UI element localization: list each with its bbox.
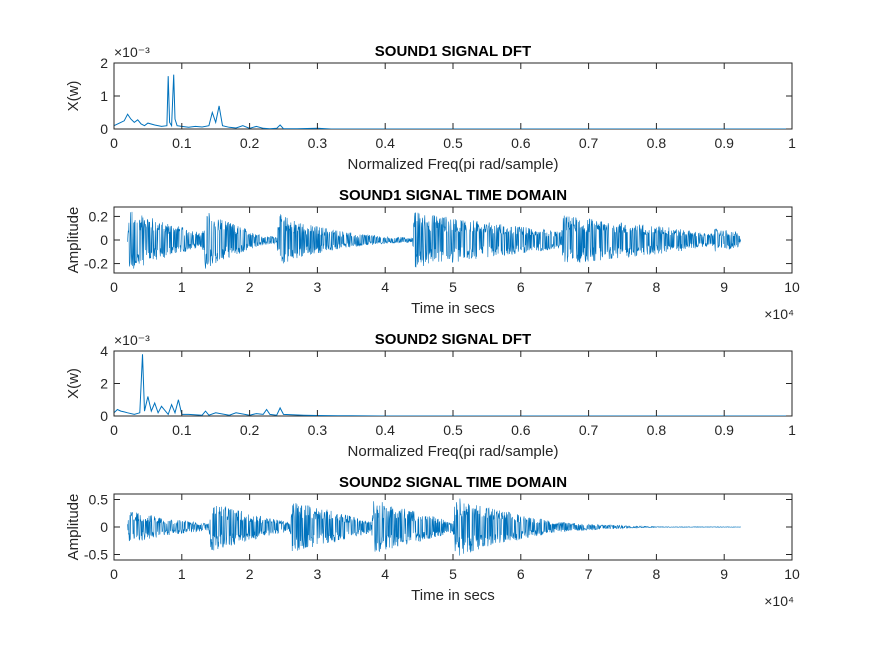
x-tick-label: 0.1 — [172, 135, 192, 151]
x-tick-label: 0 — [110, 135, 118, 151]
x-tick-label: 0.9 — [714, 135, 734, 151]
x-exponent-label: ×10⁴ — [764, 593, 794, 609]
chart-title: SOUND1 SIGNAL TIME DOMAIN — [339, 187, 567, 204]
x-tick-label: 4 — [381, 279, 389, 295]
y-tick-label: 0 — [100, 408, 108, 424]
y-axis-label: Amplitude — [65, 207, 82, 274]
x-tick-label: 0.4 — [375, 422, 395, 438]
x-tick-label: 7 — [585, 279, 593, 295]
data-line — [114, 74, 792, 129]
data-line — [114, 354, 792, 416]
x-tick-label: 1 — [788, 422, 796, 438]
y-tick-label: 0 — [100, 519, 108, 535]
y-tick-label: 4 — [100, 343, 108, 359]
x-axis-label: Normalized Freq(pi rad/sample) — [348, 156, 559, 173]
y-axis-label: X(w) — [65, 81, 82, 112]
x-tick-label: 0.3 — [308, 135, 328, 151]
x-tick-label: 8 — [653, 566, 661, 582]
y-exponent-label: ×10⁻³ — [114, 332, 150, 348]
x-tick-label: 0.8 — [647, 135, 667, 151]
x-tick-label: 5 — [449, 566, 457, 582]
axes-box — [113, 350, 793, 417]
x-exponent-label: ×10⁴ — [764, 306, 794, 322]
x-tick-label: 10 — [784, 279, 800, 295]
x-tick-label: 1 — [178, 566, 186, 582]
x-tick-label: 0.7 — [579, 422, 599, 438]
x-axis-label: Normalized Freq(pi rad/sample) — [348, 443, 559, 460]
x-tick-label: 0.1 — [172, 422, 192, 438]
subplot-1: 0 0.1 0.2 0.3 0.4 0.5 0.6 0.7 0.8 0.9 1 0 1 2 SOUND1 S… — [65, 43, 796, 173]
y-axis-label: X(w) — [65, 368, 82, 399]
x-tick-label: 6 — [517, 279, 525, 295]
x-tick-label: 0.9 — [714, 422, 734, 438]
x-tick-label: 3 — [314, 566, 322, 582]
x-tick-label: 2 — [246, 279, 254, 295]
x-tick-label: 0.6 — [511, 135, 531, 151]
x-tick-label: 0.2 — [240, 422, 260, 438]
chart-title: SOUND2 SIGNAL DFT — [375, 331, 531, 348]
x-tick-label: 0.4 — [375, 135, 395, 151]
x-tick-label: 2 — [246, 566, 254, 582]
y-axis-label: Amplitude — [65, 494, 82, 561]
x-tick-label: 6 — [517, 566, 525, 582]
x-tick-label: 9 — [720, 279, 728, 295]
x-tick-label: 7 — [585, 566, 593, 582]
x-tick-label: 8 — [653, 279, 661, 295]
x-tick-label: 4 — [381, 566, 389, 582]
x-axis-label: Time in secs — [411, 300, 495, 317]
y-tick-label: -0.2 — [84, 256, 108, 272]
x-tick-label: 0.6 — [511, 422, 531, 438]
x-tick-label: 0.7 — [579, 135, 599, 151]
subplot-3: 0 0.1 0.2 0.3 0.4 0.5 0.6 0.7 0.8 0.9 1 0 2 4 SOUND2 S… — [65, 331, 796, 460]
y-tick-label: 0 — [100, 121, 108, 137]
x-tick-label: 5 — [449, 279, 457, 295]
axes-box — [113, 62, 793, 130]
y-tick-label: 0.2 — [89, 208, 109, 224]
x-tick-label: 9 — [720, 566, 728, 582]
y-tick-label: 2 — [100, 376, 108, 392]
data-line — [127, 498, 741, 556]
chart-title: SOUND1 SIGNAL DFT — [375, 43, 531, 60]
x-tick-label: 0.5 — [443, 135, 463, 151]
x-axis-label: Time in secs — [411, 587, 495, 604]
data-line — [127, 211, 742, 269]
x-tick-label: 1 — [788, 135, 796, 151]
y-tick-label: 1 — [100, 88, 108, 104]
x-tick-label: 1 — [178, 279, 186, 295]
y-tick-label: 0.5 — [89, 492, 109, 508]
y-tick-label: 0 — [100, 232, 108, 248]
x-tick-label: 0 — [110, 566, 118, 582]
x-tick-label: 3 — [314, 279, 322, 295]
chart-title: SOUND2 SIGNAL TIME DOMAIN — [339, 474, 567, 491]
x-tick-label: 10 — [784, 566, 800, 582]
y-exponent-label: ×10⁻³ — [114, 44, 150, 60]
x-tick-label: 0 — [110, 279, 118, 295]
x-tick-label: 0.3 — [308, 422, 328, 438]
x-tick-label: 0.8 — [647, 422, 667, 438]
x-tick-label: 0.2 — [240, 135, 260, 151]
y-tick-label: -0.5 — [84, 547, 108, 563]
x-tick-label: 0 — [110, 422, 118, 438]
y-tick-label: 2 — [100, 55, 108, 71]
x-tick-label: 0.5 — [443, 422, 463, 438]
